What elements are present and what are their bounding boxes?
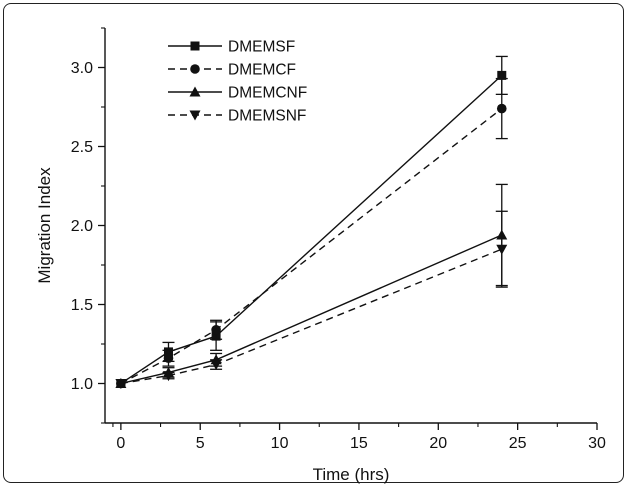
series-dmemcnf	[115, 183, 508, 388]
data-point	[211, 324, 221, 335]
x-tick-label: 0	[116, 435, 125, 452]
legend-marker	[189, 86, 201, 97]
x-tick-label: 30	[588, 435, 606, 452]
series-dmemcf	[116, 77, 508, 389]
chart-frame	[3, 3, 624, 483]
legend-label: DMEMSF	[228, 39, 295, 56]
y-tick-label: 2.5	[71, 139, 93, 156]
series-dmemsf	[116, 55, 508, 388]
x-tick-label: 20	[429, 435, 447, 452]
series-line	[120, 248, 503, 385]
data-point	[496, 103, 507, 114]
legend: DMEMSF DMEMCF DMEMCNF DMEMSNF	[168, 39, 307, 125]
y-tick-label: 1.0	[71, 376, 93, 393]
legend-item-dmemcnf: DMEMCNF	[168, 85, 307, 102]
legend-label: DMEMCF	[228, 62, 296, 79]
y-tick-label: 2.0	[71, 218, 93, 235]
x-tick-label: 15	[350, 435, 368, 452]
series-line	[120, 74, 503, 385]
series-line	[120, 108, 503, 385]
data-point	[497, 70, 507, 80]
legend-label: DMEMSNF	[228, 108, 306, 125]
series-layer	[115, 55, 508, 389]
data-point	[210, 360, 222, 371]
series-line	[120, 234, 503, 385]
data-point	[115, 379, 127, 389]
x-tick-label: 5	[196, 435, 205, 452]
axes: 0 5 10 15 20 25 30 1.0 1.5 2.0 2.5 3.0	[71, 27, 606, 452]
y-tick-label: 1.5	[71, 297, 93, 314]
data-point	[496, 244, 508, 255]
series-dmemsnf	[115, 210, 508, 389]
x-axis-title: Time (hrs)	[313, 465, 390, 484]
legend-marker	[190, 41, 200, 51]
legend-item-dmemsf: DMEMSF	[168, 39, 295, 56]
x-tick-label: 10	[271, 435, 289, 452]
legend-label: DMEMCNF	[228, 85, 307, 102]
x-tick-label: 25	[509, 435, 527, 452]
legend-marker	[190, 64, 200, 74]
y-tick-label: 3.0	[71, 60, 93, 77]
legend-marker	[189, 110, 201, 121]
legend-item-dmemcf: DMEMCF	[168, 62, 296, 79]
data-point	[162, 371, 174, 382]
legend-item-dmemsnf: DMEMSNF	[168, 108, 306, 125]
data-point	[163, 353, 174, 364]
y-axis-title: Migration Index	[35, 167, 54, 284]
